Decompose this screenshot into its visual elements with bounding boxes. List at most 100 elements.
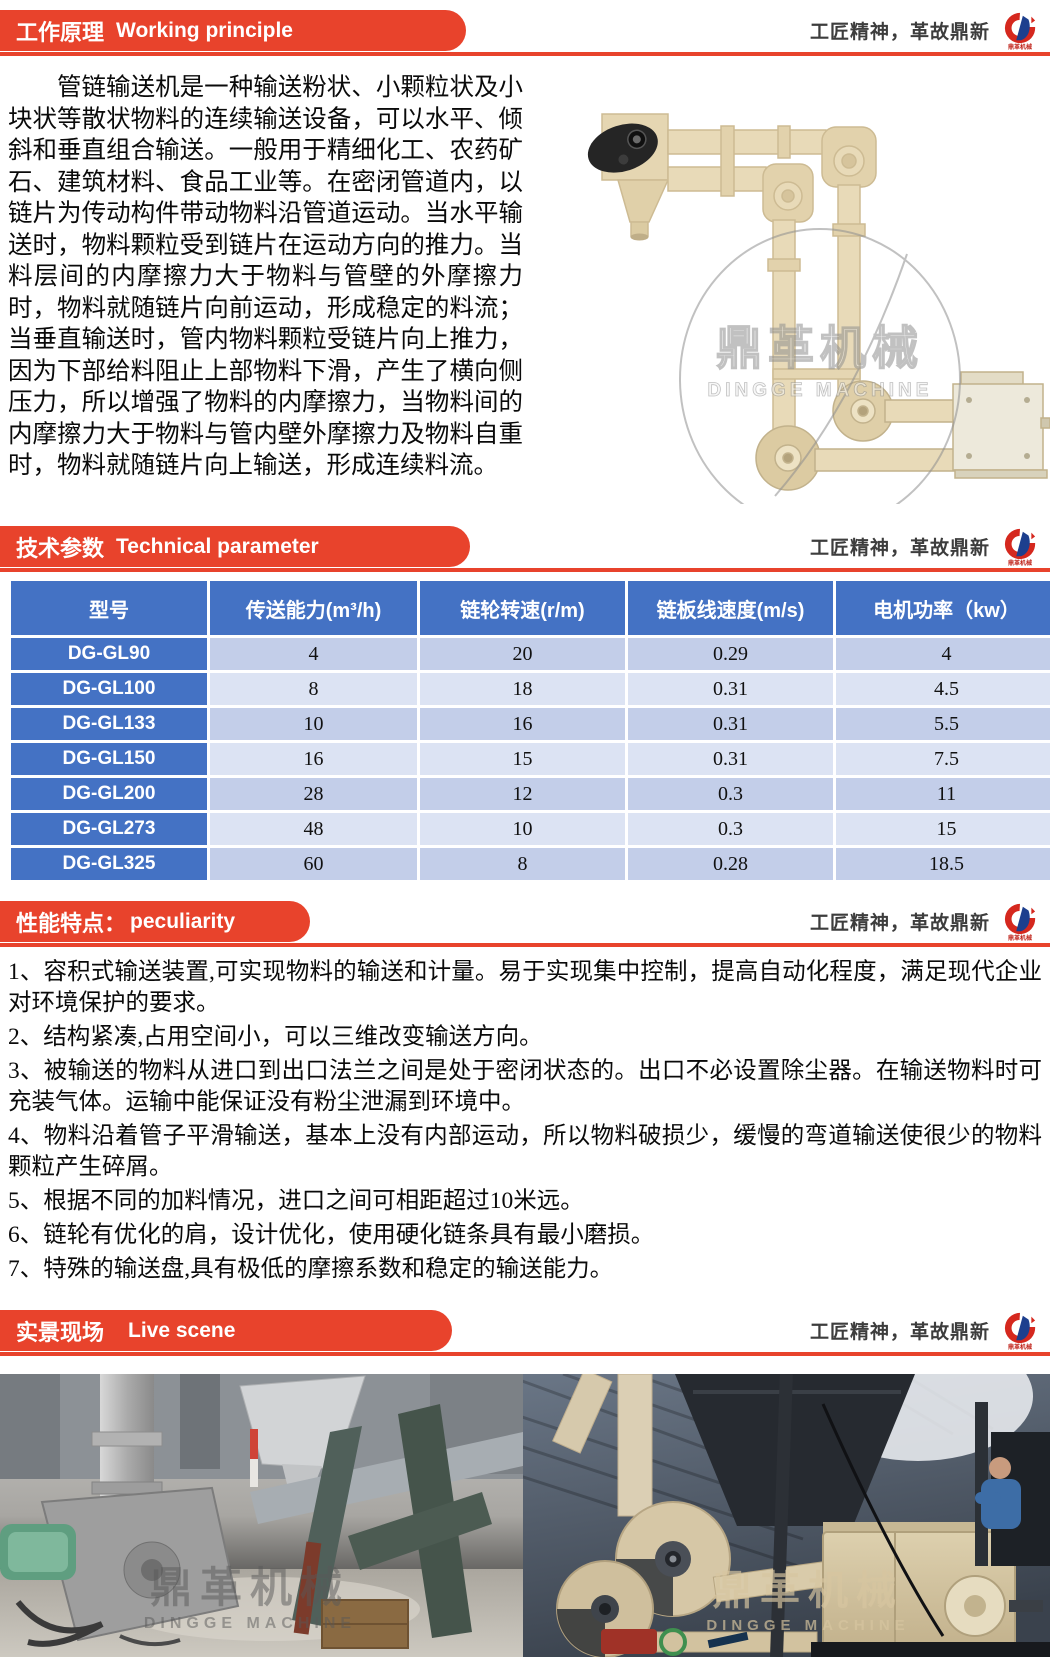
cell-capacity: 48	[210, 813, 417, 845]
technical-parameter-table: 型号 传送能力(m³/h) 链轮转速(r/m) 链板线速度(m/s) 电机功率（…	[8, 578, 1050, 883]
section-header-peculiarity: 性能特点： peculiarity 工匠精神，革故鼎新 鼎革机械	[0, 901, 1050, 947]
section-title-pill: 性能特点： peculiarity	[0, 901, 310, 942]
diagram-watermark: 鼎革机械 DINGGE MACHINE	[679, 228, 961, 530]
company-logo-icon: 鼎革机械	[1000, 902, 1040, 942]
cell-model: DG-GL273	[11, 813, 207, 845]
table-row: DG-GL90 4 20 0.29 4	[11, 638, 1050, 670]
section-title-pill: 实景现场 Live scene	[0, 1310, 452, 1351]
diagram-watermark-en: DINGGE MACHINE	[708, 380, 933, 401]
cell-capacity: 4	[210, 638, 417, 670]
live-scene-photo-right: 鼎革机械 DINGGE MACHINE	[523, 1374, 1050, 1657]
feed-station	[587, 113, 670, 241]
live-scene-photo-left: 鼎革机械 DINGGE MACHINE	[0, 1374, 523, 1657]
cell-chain-speed: 0.29	[628, 638, 833, 670]
cell-sprocket-speed: 8	[420, 848, 625, 880]
cell-chain-speed: 0.31	[628, 708, 833, 740]
section-title-pill: 技术参数 Technical parameter	[0, 526, 470, 567]
banner-underline	[0, 52, 1050, 56]
cell-model: DG-GL150	[11, 743, 207, 775]
cell-chain-speed: 0.31	[628, 743, 833, 775]
table-row: DG-GL100 8 18 0.31 4.5	[11, 673, 1050, 705]
logo-mark-icon	[1004, 12, 1036, 43]
table-row: DG-GL200 28 12 0.3 11	[11, 778, 1050, 810]
working-principle-paragraph: 管链输送机是一种输送粉状、小颗粒状及小块状等散状物料的连续输送设备，可以水平、倾…	[8, 74, 523, 479]
feature-item: 1、容积式输送装置,可实现物料的输送和计量。易于实现集中控制，提高自动化程度，满…	[8, 959, 1042, 1016]
cell-sprocket-speed: 12	[420, 778, 625, 810]
brand-slogan: 工匠精神，革故鼎新	[809, 1322, 990, 1343]
feature-item: 6、链轮有优化的肩，设计优化，使用硬化链条具有最小磨损。	[8, 1222, 655, 1248]
table-row: DG-GL325 60 8 0.28 18.5	[11, 848, 1050, 880]
col-header-model: 型号	[11, 581, 207, 635]
company-logo-icon: 鼎革机械	[1000, 11, 1040, 51]
section-header-working-principle: 工作原理 Working principle 工匠精神，革故鼎新 鼎革机械	[0, 10, 1050, 56]
photo-watermark-zh: 鼎革机械	[712, 1569, 904, 1613]
photo-watermark-zh: 鼎革机械	[150, 1564, 350, 1611]
cell-chain-speed: 0.31	[628, 673, 833, 705]
cell-model: DG-GL90	[11, 638, 207, 670]
col-header-sprocket-speed: 链轮转速(r/m)	[420, 581, 625, 635]
logo-text: 鼎革机械	[1007, 44, 1032, 51]
section-title-pill: 工作原理 Working principle	[0, 10, 466, 51]
col-header-capacity: 传送能力(m³/h)	[210, 581, 417, 635]
logo-text: 鼎革机械	[1007, 1344, 1032, 1351]
logo-mark-icon	[1004, 528, 1036, 559]
feature-item: 2、结构紧凑,占用空间小，可以三维改变输送方向。	[8, 1024, 543, 1050]
brand-block: 工匠精神，革故鼎新 鼎革机械	[810, 10, 1040, 51]
live-scene-photos: 鼎革机械 DINGGE MACHINE	[0, 1374, 1050, 1657]
section-title-en: peculiarity	[130, 909, 236, 933]
logo-mark-icon	[1004, 1312, 1036, 1343]
company-logo-icon: 鼎革机械	[1000, 1311, 1040, 1351]
brand-block: 工匠精神，革故鼎新 鼎革机械	[810, 1310, 1040, 1351]
cell-model: DG-GL200	[11, 778, 207, 810]
section-header-technical-parameter: 技术参数 Technical parameter 工匠精神，革故鼎新 鼎革机械	[0, 526, 1050, 572]
cell-sprocket-speed: 20	[420, 638, 625, 670]
cell-capacity: 8	[210, 673, 417, 705]
cell-motor-power: 15	[836, 813, 1050, 845]
working-principle-content: 管链输送机是一种输送粉状、小颗粒状及小块状等散状物料的连续输送设备，可以水平、倾…	[0, 64, 1050, 530]
cell-motor-power: 18.5	[836, 848, 1050, 880]
diagram-watermark-zh: 鼎革机械	[716, 322, 924, 374]
brand-slogan: 工匠精神，革故鼎新	[809, 538, 990, 559]
logo-text: 鼎革机械	[1007, 560, 1032, 567]
table-row: DG-GL273 48 10 0.3 15	[11, 813, 1050, 845]
feature-item: 4、物料沿着管子平滑输送，基本上没有内部运动，所以物料破损少，缓慢的弯道输送使很…	[8, 1123, 1042, 1180]
section-title-en: Live scene	[128, 1318, 236, 1342]
banner-underline	[0, 568, 1050, 572]
cell-sprocket-speed: 18	[420, 673, 625, 705]
section-title-zh: 实景现场	[16, 1319, 105, 1345]
cell-capacity: 28	[210, 778, 417, 810]
logo-text: 鼎革机械	[1007, 935, 1032, 942]
col-header-motor-power: 电机功率（kw）	[836, 581, 1050, 635]
brand-slogan: 工匠精神，革故鼎新	[809, 22, 990, 43]
machine-diagram-image: 鼎革机械 DINGGE MACHINE	[525, 64, 1050, 530]
cell-sprocket-speed: 10	[420, 813, 625, 845]
section-title-zh: 工作原理	[16, 19, 105, 45]
cell-motor-power: 5.5	[836, 708, 1050, 740]
cell-sprocket-speed: 15	[420, 743, 625, 775]
cell-motor-power: 7.5	[836, 743, 1050, 775]
banner-underline	[0, 1352, 1050, 1356]
brand-slogan: 工匠精神，革故鼎新	[809, 913, 990, 934]
photo-watermark-en: DINGGE MACHINE	[144, 1615, 356, 1632]
company-logo-icon: 鼎革机械	[1000, 527, 1040, 567]
col-header-chain-speed: 链板线速度(m/s)	[628, 581, 833, 635]
logo-mark-icon	[1004, 903, 1036, 934]
pipe-runs	[667, 125, 877, 437]
brand-block: 工匠精神，革故鼎新 鼎革机械	[810, 526, 1040, 567]
section-title-zh: 技术参数	[16, 535, 105, 561]
cell-chain-speed: 0.3	[628, 813, 833, 845]
feature-item: 3、被输送的物料从进口到出口法兰之间是处于密闭状态的。出口不必设置除尘器。在输送…	[8, 1058, 1042, 1115]
cell-chain-speed: 0.28	[628, 848, 833, 880]
factory-photo-illustration: 鼎革机械 DINGGE MACHINE	[0, 1374, 523, 1657]
cell-capacity: 60	[210, 848, 417, 880]
section-title-en: Technical parameter	[116, 534, 319, 558]
table-row: DG-GL133 10 16 0.31 5.5	[11, 708, 1050, 740]
workshop-photo-illustration: 鼎革机械 DINGGE MACHINE	[523, 1374, 1050, 1657]
cell-motor-power: 4.5	[836, 673, 1050, 705]
photo-watermark-en: DINGGE MACHINE	[706, 1617, 909, 1634]
feature-item: 7、特殊的输送盘,具有极低的摩擦系数和稳定的输送能力。	[8, 1256, 614, 1282]
feature-item: 5、根据不同的加料情况，进口之间可相距超过10米远。	[8, 1188, 584, 1214]
cell-sprocket-speed: 16	[420, 708, 625, 740]
cell-model: DG-GL100	[11, 673, 207, 705]
